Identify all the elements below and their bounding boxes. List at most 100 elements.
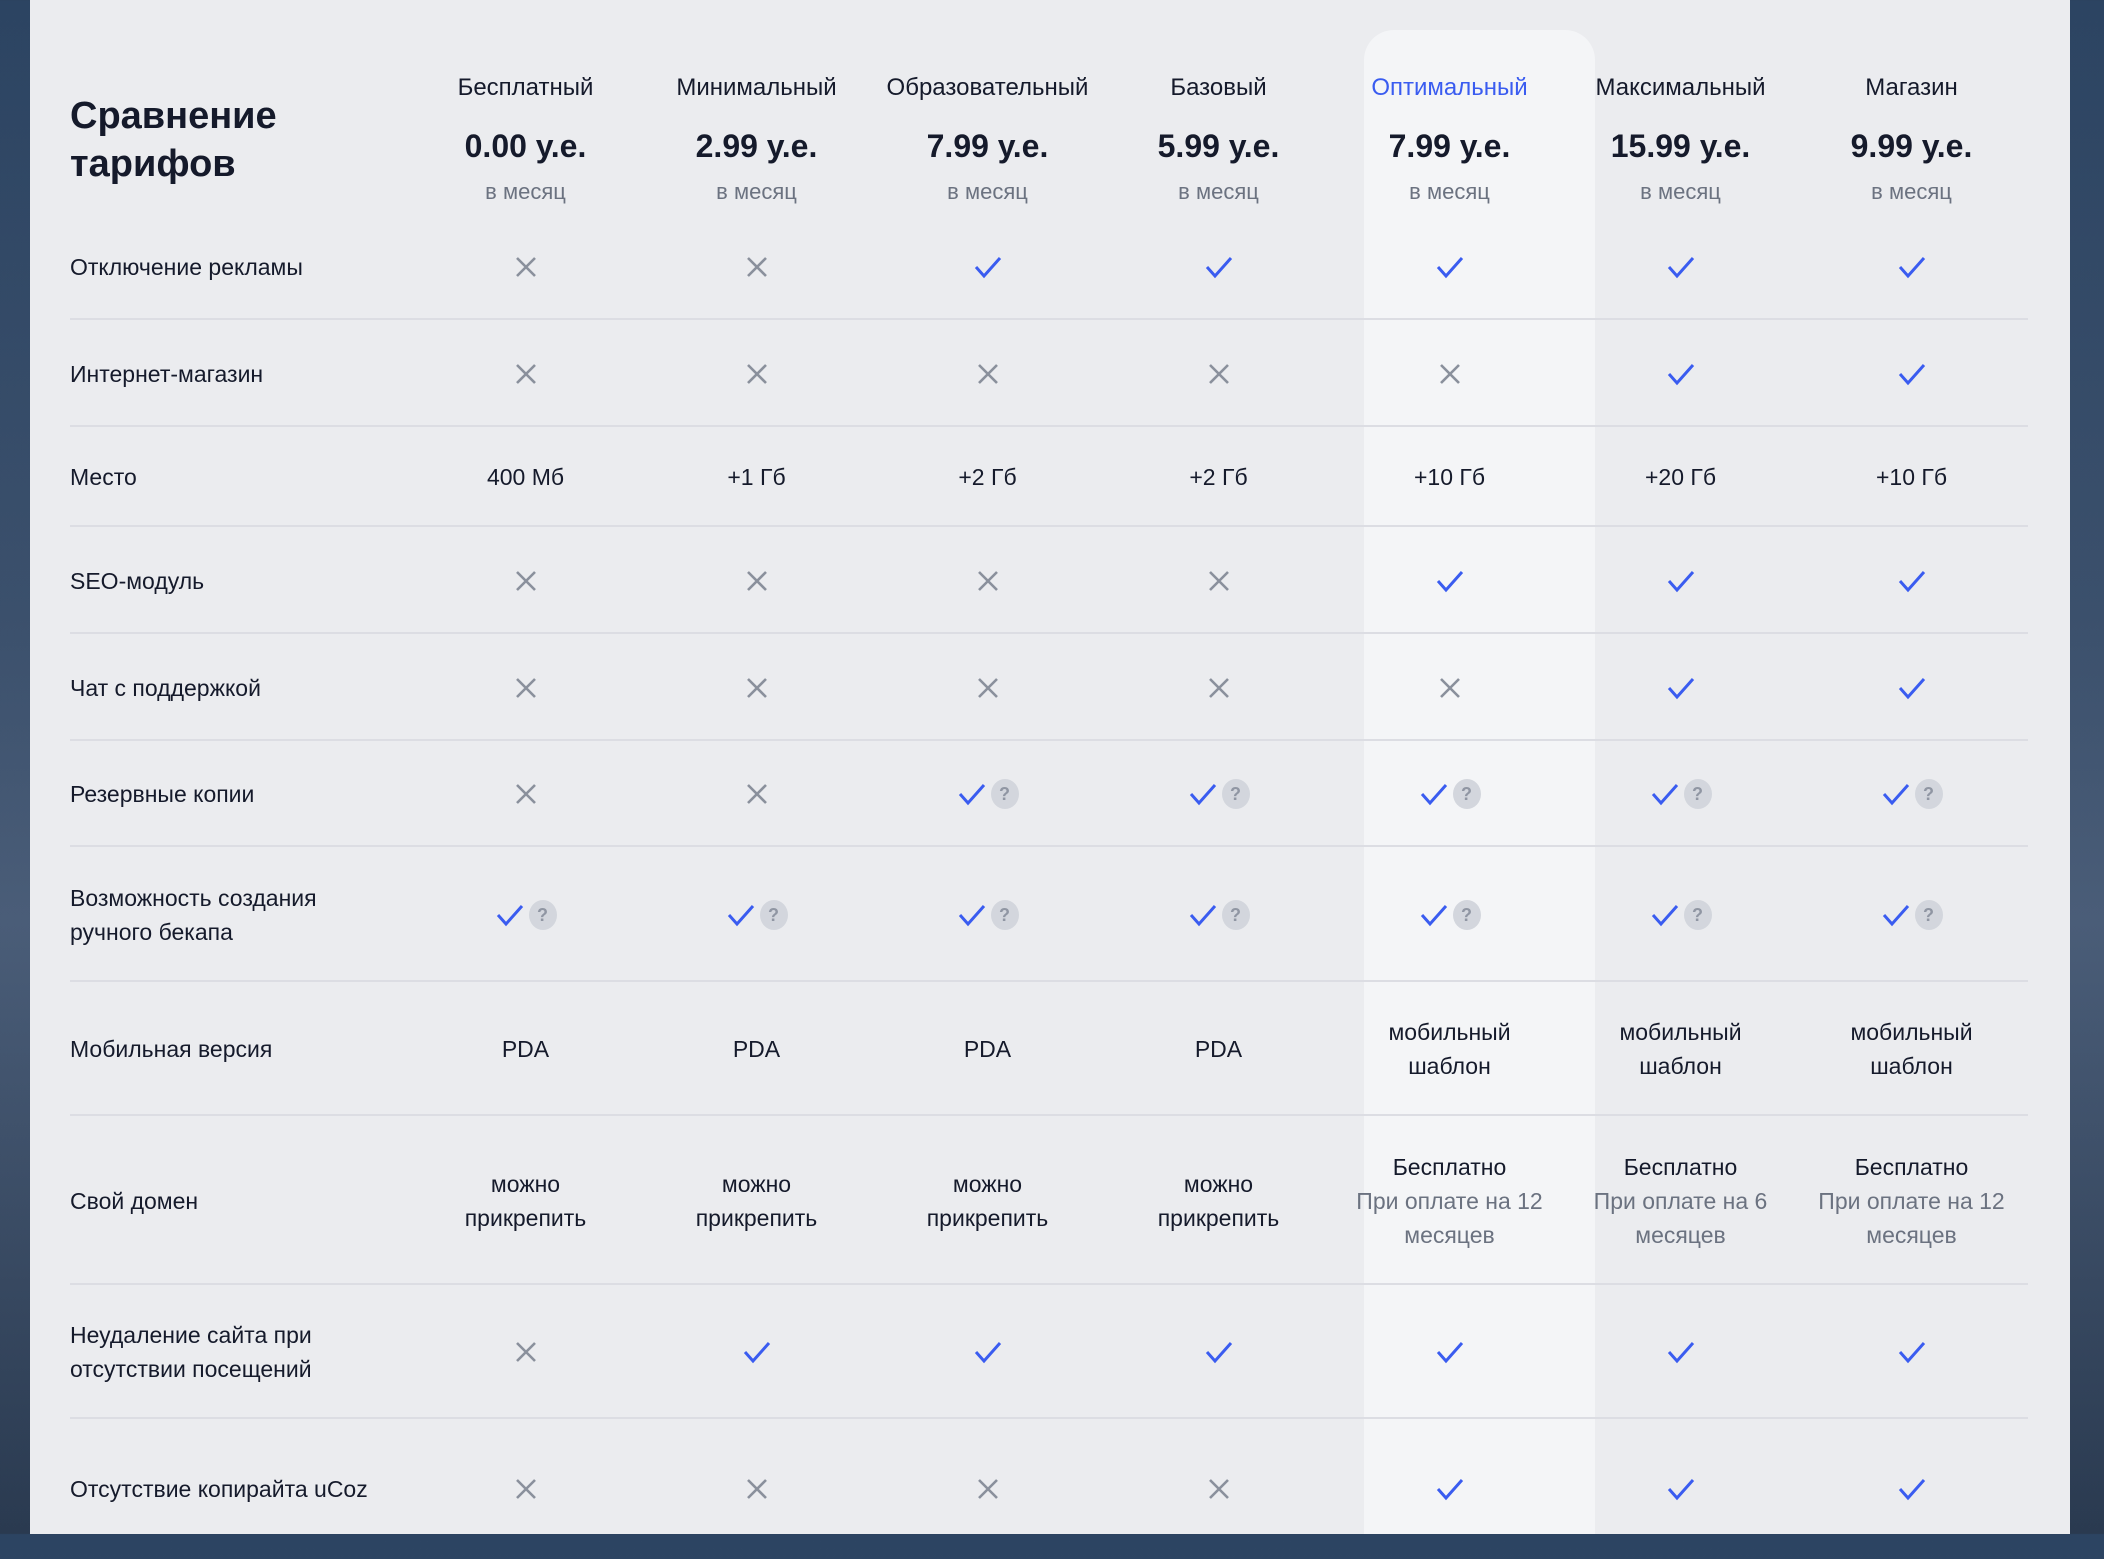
- cell-text: можно прикрепить: [1157, 1170, 1280, 1231]
- plan-price: 2.99 у.е.: [695, 128, 818, 164]
- table-cell: [1334, 215, 1565, 318]
- cell-text: Бесплатно: [1392, 1153, 1507, 1180]
- table-cell: [1565, 1285, 1796, 1419]
- cell-subtext: При оплате на 12 месяцев: [1818, 1187, 2005, 1248]
- question-icon[interactable]: ?: [1914, 899, 1943, 930]
- plan-header: Образовательный 7.99 у.е. в месяц: [872, 74, 1103, 205]
- cross-icon: [514, 782, 538, 806]
- table-row: Мобильная версия PDA PDA PDA PDA мобильный ша…: [70, 980, 2028, 1116]
- cross-icon: [1207, 676, 1231, 700]
- table-cell: ?: [1565, 847, 1796, 982]
- cell-text: PDA: [501, 1036, 550, 1062]
- cell-text: мобильный шаблон: [1850, 1019, 1973, 1079]
- table-cell: [1565, 215, 1796, 318]
- table-cell: [1103, 320, 1334, 427]
- table-cell: ?: [1334, 847, 1565, 982]
- table-cell: PDA: [1103, 982, 1334, 1116]
- tariff-comparison-panel: [30, 0, 2070, 1534]
- feature-label: Отсутствие копирайта uCoz: [70, 1476, 368, 1502]
- feature-label: Неудаление сайта при отсутствии посещени…: [70, 1322, 312, 1382]
- table-row: Отключение рекламы: [70, 215, 2028, 318]
- question-icon[interactable]: ?: [1683, 899, 1712, 930]
- plan-header: Магазин 9.99 у.е. в месяц: [1796, 74, 2027, 205]
- table-cell: +10 Гб: [1796, 427, 2027, 527]
- question-icon[interactable]: ?: [1221, 899, 1250, 930]
- check-icon: [726, 903, 756, 927]
- table-cell: [641, 527, 872, 634]
- table-cell: ?: [1796, 847, 2027, 982]
- check-icon: [1435, 255, 1465, 279]
- plan-period: в месяц: [716, 179, 797, 204]
- check-icon: [1650, 903, 1680, 927]
- check-icon: [973, 255, 1003, 279]
- question-icon[interactable]: ?: [528, 899, 557, 930]
- question-icon[interactable]: ?: [990, 899, 1019, 930]
- question-icon[interactable]: ?: [1452, 899, 1481, 930]
- plan-period: в месяц: [1871, 179, 1952, 204]
- question-icon[interactable]: ?: [1221, 779, 1250, 809]
- table-cell: [1565, 527, 1796, 634]
- table-cell: [641, 1285, 872, 1419]
- check-icon: [1666, 569, 1696, 593]
- plan-name: Максимальный: [1595, 74, 1766, 101]
- table-cell: [410, 215, 641, 318]
- plan-price: 5.99 у.е.: [1157, 128, 1280, 164]
- table-cell: [1796, 527, 2027, 634]
- table-cell: ?: [1796, 741, 2027, 847]
- cross-icon: [745, 1477, 769, 1501]
- cell-text: PDA: [963, 1036, 1012, 1062]
- question-icon[interactable]: ?: [1683, 779, 1712, 809]
- check-icon: [1666, 362, 1696, 386]
- table-cell: [872, 1285, 1103, 1419]
- cross-icon: [1207, 569, 1231, 593]
- cross-icon: [745, 569, 769, 593]
- table-cell: [1334, 1285, 1565, 1419]
- table-cell: мобильный шаблон: [1796, 982, 2027, 1116]
- check-icon: [1188, 782, 1218, 806]
- table-cell: +10 Гб: [1334, 427, 1565, 527]
- table-row: Свой домен можно прикрепить можно прикрепи…: [70, 1114, 2028, 1285]
- cell-text: PDA: [732, 1036, 781, 1062]
- table-cell: [1334, 1419, 1565, 1559]
- table-cell: ?: [872, 741, 1103, 847]
- check-icon: [1666, 1340, 1696, 1364]
- plan-period: в месяц: [485, 179, 566, 204]
- table-cell: [1796, 215, 2027, 318]
- cell-text: Бесплатно: [1854, 1153, 1969, 1180]
- table-cell: [1334, 527, 1565, 634]
- cell-text: +2 Гб: [958, 464, 1017, 490]
- plan-header: Бесплатный 0.00 у.е. в месяц: [410, 74, 641, 205]
- table-cell: мобильный шаблон: [1334, 982, 1565, 1116]
- plan-name: Базовый: [1170, 74, 1267, 101]
- check-icon: [1897, 1340, 1927, 1364]
- table-cell: ?: [1103, 741, 1334, 847]
- cell-text: мобильный шаблон: [1619, 1019, 1742, 1079]
- cross-icon: [514, 1477, 538, 1501]
- table-cell: PDA: [410, 982, 641, 1116]
- plan-period: в месяц: [947, 179, 1028, 204]
- table-cell: ?: [1103, 847, 1334, 982]
- table-cell: ?: [410, 847, 641, 982]
- check-icon: [1897, 569, 1927, 593]
- table-cell: [1103, 634, 1334, 741]
- question-icon[interactable]: ?: [759, 899, 788, 930]
- question-icon[interactable]: ?: [990, 779, 1019, 809]
- cell-text: можно прикрепить: [695, 1170, 818, 1231]
- table-cell: 400 Мб: [410, 427, 641, 527]
- cross-icon: [745, 255, 769, 279]
- cross-icon: [1207, 362, 1231, 386]
- table-cell: [1103, 1285, 1334, 1419]
- plan-header: Оптимальный 7.99 у.е. в месяц: [1334, 74, 1565, 205]
- cell-text: PDA: [1194, 1036, 1243, 1062]
- check-icon: [1666, 255, 1696, 279]
- table-cell: [410, 741, 641, 847]
- question-icon[interactable]: ?: [1452, 779, 1481, 809]
- question-icon[interactable]: ?: [1914, 779, 1943, 809]
- cell-text: +1 Гб: [727, 464, 786, 490]
- table-cell: [1103, 527, 1334, 634]
- table-row: SEO-модуль: [70, 525, 2028, 634]
- plan-price: 0.00 у.е.: [464, 128, 587, 164]
- table-cell: [410, 1285, 641, 1419]
- table-cell: мобильный шаблон: [1565, 982, 1796, 1116]
- plan-name: Магазин: [1865, 74, 1958, 101]
